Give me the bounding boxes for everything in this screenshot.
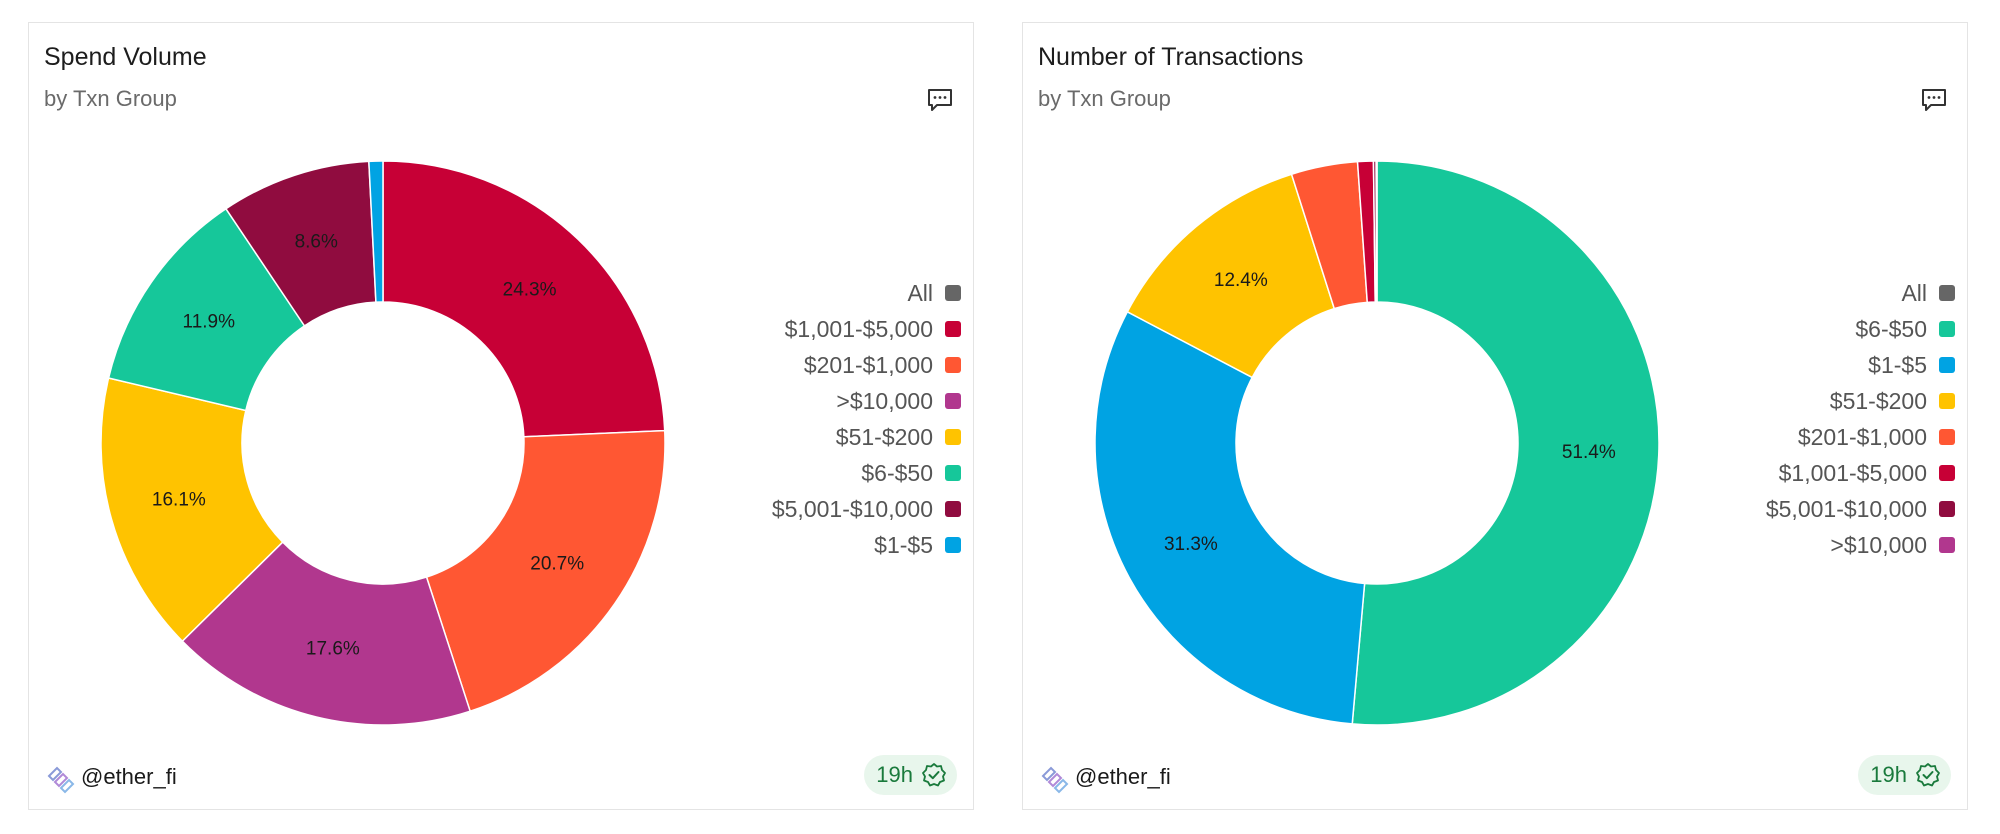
slice-label-6-50: 11.9% — [183, 312, 236, 333]
freshness-age: 19h — [1870, 762, 1907, 787]
chart-title: Spend Volume — [44, 43, 207, 71]
comment-icon[interactable] — [1919, 85, 1949, 115]
legend-label-1-5[interactable]: $1-$5 — [1868, 352, 1927, 378]
slice-over-10-000[interactable] — [181, 541, 472, 726]
verified-check-icon — [1916, 763, 1940, 787]
legend-label-1-5[interactable]: $1-$5 — [874, 532, 933, 558]
slice-over-10-000[interactable] — [1375, 160, 1378, 303]
slice-label-6-50: 51.4% — [1562, 442, 1616, 463]
number-of-transactions-donut-chart: 51.4% 31.3% 12.4% All $6-$50 $1-$5 $51-$200 $20… — [1094, 160, 1955, 726]
legend-swatch-1-5[interactable] — [945, 537, 961, 553]
legend-label-51-200[interactable]: $51-$200 — [1830, 388, 1927, 414]
legend-label-5-001-10-000[interactable]: $5,001-$10,000 — [1766, 496, 1927, 522]
chart-title: Number of Transactions — [1038, 43, 1304, 71]
legend-swatch-all[interactable] — [945, 285, 961, 301]
legend-swatch-1-001-5-000[interactable] — [1939, 465, 1955, 481]
slice-1-5[interactable] — [368, 160, 384, 303]
ether-fi-logo-icon — [47, 766, 75, 794]
slice-label-201-1-000: 20.7% — [530, 553, 584, 574]
legend-label-1-001-5-000[interactable]: $1,001-$5,000 — [785, 316, 933, 342]
slice-label-1-5: 31.3% — [1164, 534, 1218, 555]
legend-label-1-001-5-000[interactable]: $1,001-$5,000 — [1779, 460, 1927, 486]
legend-swatch-6-50[interactable] — [1939, 321, 1955, 337]
legend-label-over-10-000[interactable]: >$10,000 — [1830, 532, 1927, 558]
legend-swatch-201-1-000[interactable] — [1939, 429, 1955, 445]
legend-label-all[interactable]: All — [907, 280, 933, 306]
chart-subtitle: by Txn Group — [44, 86, 177, 111]
legend-swatch-5-001-10-000[interactable] — [1939, 501, 1955, 517]
legend-swatch-5-001-10-000[interactable] — [945, 501, 961, 517]
legend-label-201-1-000[interactable]: $201-$1,000 — [1798, 424, 1927, 450]
legend-label-over-10-000[interactable]: >$10,000 — [836, 388, 933, 414]
slice-6-50[interactable] — [1351, 160, 1660, 726]
chart-subtitle: by Txn Group — [1038, 86, 1171, 111]
spend-volume-card: Spend Volume by Txn Group 24.3% 20.7% 17.6… — [28, 22, 974, 810]
slice-201-1-000[interactable] — [425, 429, 666, 713]
legend-swatch-over-10-000[interactable] — [1939, 537, 1955, 553]
legend-swatch-1-001-5-000[interactable] — [945, 321, 961, 337]
legend-swatch-51-200[interactable] — [1939, 393, 1955, 409]
legend-label-201-1-000[interactable]: $201-$1,000 — [804, 352, 933, 378]
slice-label-over-10-000: 17.6% — [306, 638, 360, 659]
legend-swatch-51-200[interactable] — [945, 429, 961, 445]
freshness-badge: 19h — [864, 755, 957, 795]
slice-label-1-001-5-000: 24.3% — [503, 279, 557, 300]
number-of-transactions-card: Number of Transactions by Txn Group 51.4… — [1022, 22, 1968, 810]
ether-fi-logo-icon — [1041, 766, 1069, 794]
verified-check-icon — [922, 763, 946, 787]
slice-6-50[interactable] — [107, 207, 306, 412]
legend-label-5-001-10-000[interactable]: $5,001-$10,000 — [772, 496, 933, 522]
legend-swatch-all[interactable] — [1939, 285, 1955, 301]
freshness-age: 19h — [876, 762, 913, 787]
legend-label-51-200[interactable]: $51-$200 — [836, 424, 933, 450]
legend-swatch-1-5[interactable] — [1939, 357, 1955, 373]
legend-swatch-6-50[interactable] — [945, 465, 961, 481]
slice-label-51-200: 12.4% — [1214, 270, 1268, 291]
legend-swatch-201-1-000[interactable] — [945, 357, 961, 373]
author-handle[interactable]: @ether_fi — [1075, 764, 1171, 789]
legend-label-all[interactable]: All — [1901, 280, 1927, 306]
slice-1-001-5-000[interactable] — [382, 160, 666, 438]
slice-51-200[interactable] — [100, 377, 284, 643]
slice-label-51-200: 16.1% — [152, 490, 206, 511]
author-handle[interactable]: @ether_fi — [81, 764, 177, 789]
legend-label-6-50[interactable]: $6-$50 — [861, 460, 933, 486]
spend-volume-donut-chart: 24.3% 20.7% 17.6% 16.1% 11.9% 8.6% All $1,001-$… — [100, 160, 961, 726]
legend-label-6-50[interactable]: $6-$50 — [1855, 316, 1927, 342]
slice-1-5[interactable] — [1094, 310, 1366, 725]
freshness-badge: 19h — [1858, 755, 1951, 795]
legend-swatch-over-10-000[interactable] — [945, 393, 961, 409]
slice-label-5-001-10-000: 8.6% — [295, 231, 338, 252]
comment-icon[interactable] — [925, 85, 955, 115]
